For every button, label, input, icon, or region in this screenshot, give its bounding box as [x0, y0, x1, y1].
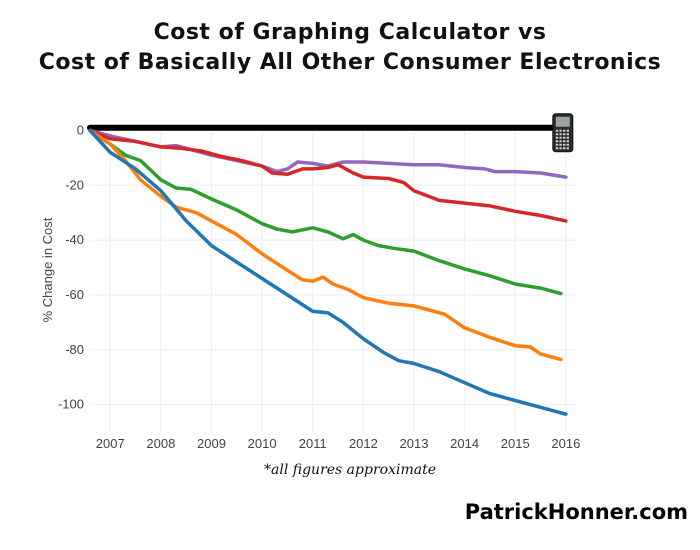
calculator-key — [563, 129, 566, 132]
calculator-key — [563, 143, 566, 146]
x-tick-label: 2007 — [96, 436, 125, 451]
series-line-green — [88, 128, 563, 296]
calculator-key — [555, 143, 559, 146]
y-tick-label: -100 — [58, 397, 84, 412]
calculator-key — [563, 147, 566, 150]
x-tick-label: 2015 — [501, 436, 530, 451]
series-line-blue — [88, 128, 568, 416]
calculator-key — [566, 129, 570, 132]
calculator-key — [559, 133, 562, 136]
chart-title-line-2: Cost of Basically All Other Consumer Ele… — [38, 50, 662, 75]
calculator-key — [563, 136, 566, 139]
x-tick-label: 2013 — [400, 436, 429, 451]
x-tick-label: 2012 — [349, 436, 378, 451]
chart-series — [87, 124, 568, 416]
calculator-key — [559, 147, 562, 150]
x-tick-label: 2014 — [450, 436, 479, 451]
x-tick-label: 2016 — [551, 436, 580, 451]
x-tick-label: 2009 — [197, 436, 226, 451]
calculator-key — [555, 129, 559, 132]
x-tick-label: 2008 — [146, 436, 175, 451]
y-tick-label: -40 — [65, 232, 84, 247]
calculator-key — [555, 136, 559, 139]
y-axis-label: % Change in Cost — [40, 217, 55, 322]
calculator-icon — [552, 113, 574, 153]
calculator-key — [566, 140, 570, 143]
series-line-orange — [88, 128, 563, 362]
calculator-key — [555, 133, 559, 136]
calculator-key — [555, 140, 559, 143]
series-line-red — [88, 128, 568, 223]
chart-title: Cost of Graphing Calculator vs Cost of B… — [0, 18, 700, 78]
y-tick-label: -20 — [65, 177, 84, 192]
x-tick-label: 2010 — [248, 436, 277, 451]
calculator-key — [559, 143, 562, 146]
calculator-key — [566, 143, 570, 146]
x-axis-label: *all figures approximate — [264, 462, 436, 478]
chart-title-line-1: Cost of Graphing Calculator vs — [153, 20, 547, 45]
calculator-key — [566, 136, 570, 139]
calculator-key — [559, 140, 562, 143]
calculator-key — [563, 140, 566, 143]
calculator-key — [559, 129, 562, 132]
calculator-screen — [555, 116, 570, 127]
x-tick-label: 2011 — [299, 436, 327, 451]
calculator-key — [559, 136, 562, 139]
watermark: PatrickHonner.com — [464, 500, 688, 524]
y-tick-label: -60 — [65, 287, 84, 302]
calculator-key — [566, 133, 570, 136]
axis-ticks: 2007 2008 2009 2010 2011 2012 2013 2014 2015 2016… — [58, 122, 580, 451]
y-tick-label: -80 — [65, 342, 84, 357]
series-line-purple — [88, 128, 568, 179]
calculator-key — [566, 147, 570, 150]
y-tick-label: 0 — [77, 122, 84, 137]
calculator-key — [563, 133, 566, 136]
calculator-key — [555, 147, 559, 150]
